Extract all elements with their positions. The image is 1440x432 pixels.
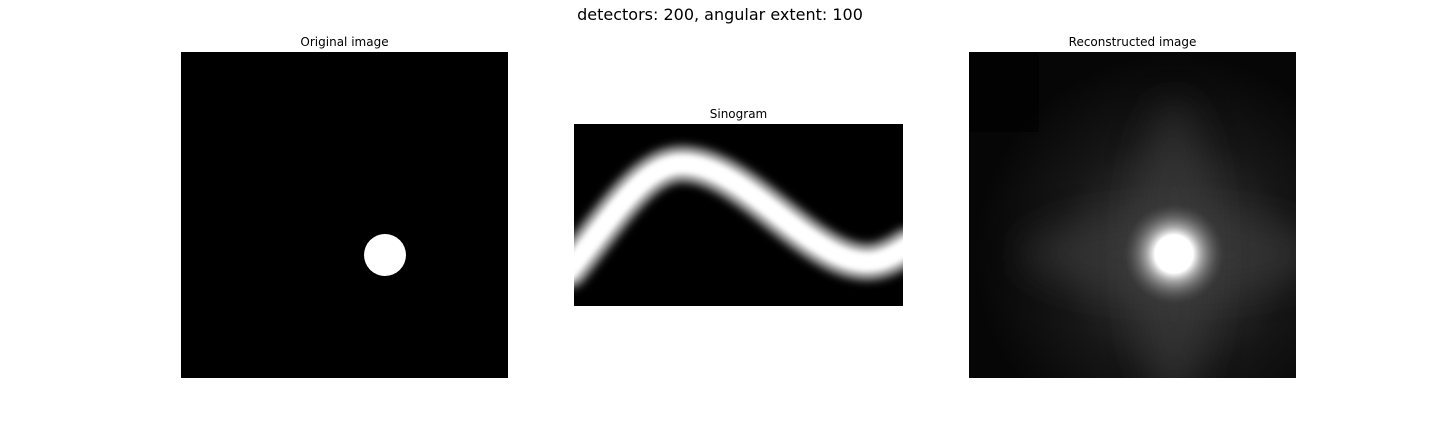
sinogram-title: Sinogram bbox=[709, 107, 768, 121]
sinogram-band-core bbox=[574, 154, 903, 278]
reconstructed-image bbox=[969, 52, 1296, 378]
original-image-background bbox=[181, 52, 508, 378]
reconstruction-dark-corner bbox=[969, 52, 1039, 132]
original-image-disc bbox=[364, 234, 406, 276]
reconstructed-image-title: Reconstructed image bbox=[1068, 35, 1197, 49]
original-image-title: Original image bbox=[300, 35, 389, 49]
figure-title: detectors: 200, angular extent: 100 bbox=[577, 5, 863, 24]
sinogram-image bbox=[574, 124, 903, 306]
original-image-panel bbox=[181, 52, 508, 378]
reconstruction-bright-spot bbox=[1124, 204, 1224, 304]
original-image bbox=[181, 52, 508, 378]
reconstructed-image-panel bbox=[969, 52, 1296, 378]
sinogram-panel bbox=[574, 124, 903, 306]
